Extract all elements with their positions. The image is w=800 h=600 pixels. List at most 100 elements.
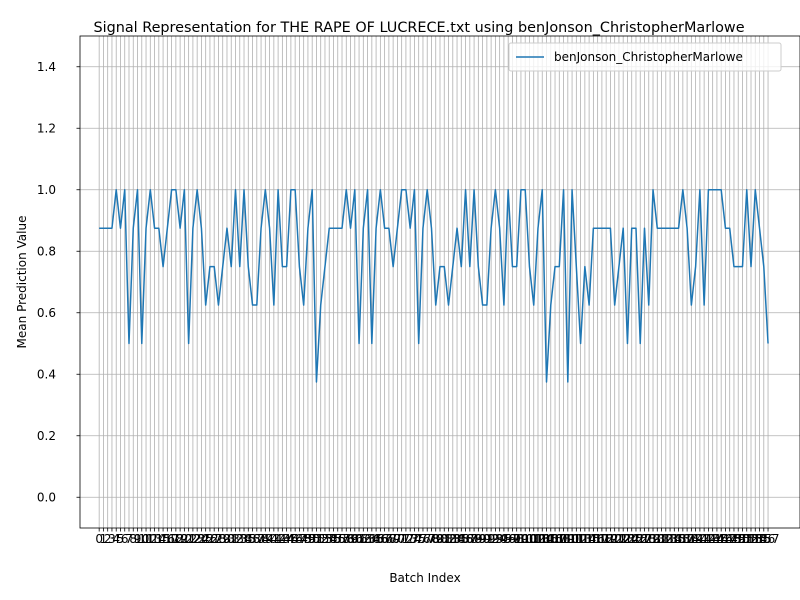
legend-frame: [508, 42, 782, 72]
x-tick-label: 19: [172, 532, 187, 546]
x-tick-label: 134: [659, 532, 682, 546]
x-tick-label: 105: [535, 532, 558, 546]
x-tick-label: 0: [95, 532, 103, 546]
x-tick-label: 118: [590, 532, 613, 546]
x-tick-label: 39: [258, 532, 273, 546]
x-tick-label: 99: [513, 532, 528, 546]
x-tick-label: 80: [432, 532, 447, 546]
x-tick-label: 121: [603, 532, 626, 546]
x-tick-label: 53: [317, 532, 332, 546]
x-tick-label: 8: [129, 532, 137, 546]
x-tick-label: 63: [360, 532, 375, 546]
x-tick-label: 45: [283, 532, 298, 546]
x-tick-label: 56: [330, 532, 345, 546]
x-tick-label: 37: [249, 532, 264, 546]
x-tick-label: 33: [232, 532, 247, 546]
x-tick-label: 112: [565, 532, 588, 546]
x-tick-label: 3: [108, 532, 116, 546]
x-tick-label: 156: [752, 532, 775, 546]
x-tick-label: 124: [616, 532, 639, 546]
x-tick-label: 93: [488, 532, 503, 546]
x-tick-label: 139: [680, 532, 703, 546]
x-tick-label: 5: [117, 532, 125, 546]
x-tick-label: 38: [253, 532, 268, 546]
x-tick-label: 110: [556, 532, 579, 546]
x-tick-label: 74: [407, 532, 422, 546]
x-axis-label: Batch Index: [389, 571, 460, 585]
x-tick-label: 84: [449, 532, 464, 546]
x-tick-label: 101: [518, 532, 541, 546]
x-tick-label: 50: [305, 532, 320, 546]
x-tick-label: 47: [292, 532, 307, 546]
x-tick-label: 87: [462, 532, 477, 546]
x-tick-label: 116: [582, 532, 605, 546]
x-tick-label: 148: [718, 532, 741, 546]
x-tick-label: 24: [194, 532, 209, 546]
x-tick-label: 51: [309, 532, 324, 546]
x-tick-label: 52: [313, 532, 328, 546]
x-tick-label: 72: [398, 532, 413, 546]
x-tick-label: 69: [385, 532, 400, 546]
x-tick-label: 122: [607, 532, 630, 546]
x-tick-label: 29: [215, 532, 230, 546]
x-tick-label: 143: [697, 532, 720, 546]
x-tick-label: 86: [458, 532, 473, 546]
x-tick-label: 75: [411, 532, 426, 546]
x-tick-label: 103: [527, 532, 550, 546]
x-tick-label: 71: [394, 532, 409, 546]
x-tick-label: 76: [415, 532, 430, 546]
x-tick-label: 36: [245, 532, 260, 546]
y-tick-label: 0.0: [37, 490, 56, 504]
y-tick-label: 1.2: [37, 121, 56, 135]
x-tick-label: 97: [505, 532, 520, 546]
x-tick-label: 28: [211, 532, 226, 546]
x-tick-label: 138: [676, 532, 699, 546]
x-tick-label: 55: [326, 532, 341, 546]
x-tick-label: 70: [390, 532, 405, 546]
x-tick-label: 150: [727, 532, 750, 546]
x-tick-label: 44: [279, 532, 294, 546]
plot-frame: [79, 35, 800, 529]
x-tick-label: 17: [164, 532, 179, 546]
x-tick-label: 73: [403, 532, 418, 546]
x-tick-label: 151: [731, 532, 754, 546]
x-tick-label: 89: [471, 532, 486, 546]
x-tick-label: 133: [654, 532, 677, 546]
x-tick-label: 62: [356, 532, 371, 546]
x-tick-label: 91: [479, 532, 494, 546]
x-tick-label: 40: [262, 532, 277, 546]
x-tick-label: 27: [207, 532, 222, 546]
x-tick-label: 41: [266, 532, 281, 546]
x-tick-label: 109: [552, 532, 575, 546]
y-tick-label: 0.4: [37, 367, 56, 381]
x-tick-label: 135: [663, 532, 686, 546]
x-tick-label: 88: [466, 532, 481, 546]
x-tick-label: 66: [373, 532, 388, 546]
x-tick-label: 98: [509, 532, 524, 546]
x-tick-label: 13: [147, 532, 162, 546]
x-tick-label: 60: [347, 532, 362, 546]
x-tick-label: 77: [420, 532, 435, 546]
x-tick-label: 129: [637, 532, 660, 546]
x-tick-label: 147: [714, 532, 737, 546]
x-tick-label: 20: [177, 532, 192, 546]
x-tick-label: 130: [642, 532, 665, 546]
x-tick-label: 49: [300, 532, 315, 546]
x-tick-label: 61: [351, 532, 366, 546]
series-layer: [99, 189, 769, 383]
chart-title: Signal Representation for THE RAPE OF LU…: [93, 20, 744, 36]
y-tick-label: 0.8: [37, 244, 56, 258]
legend: benJonson_ChristopherMarlowe: [508, 42, 782, 72]
x-tick-label: 54: [322, 532, 337, 546]
x-tick-label: 1: [100, 532, 108, 546]
x-tick-label: 106: [539, 532, 562, 546]
x-tick-label: 113: [569, 532, 592, 546]
y-tick-label: 1.0: [37, 183, 56, 197]
x-tick-label: 144: [701, 532, 724, 546]
x-tick-label: 46: [288, 532, 303, 546]
x-tick-label: 4: [112, 532, 120, 546]
x-tick-label: 92: [483, 532, 498, 546]
x-tick-label: 131: [646, 532, 669, 546]
x-tick-label: 7: [125, 532, 133, 546]
